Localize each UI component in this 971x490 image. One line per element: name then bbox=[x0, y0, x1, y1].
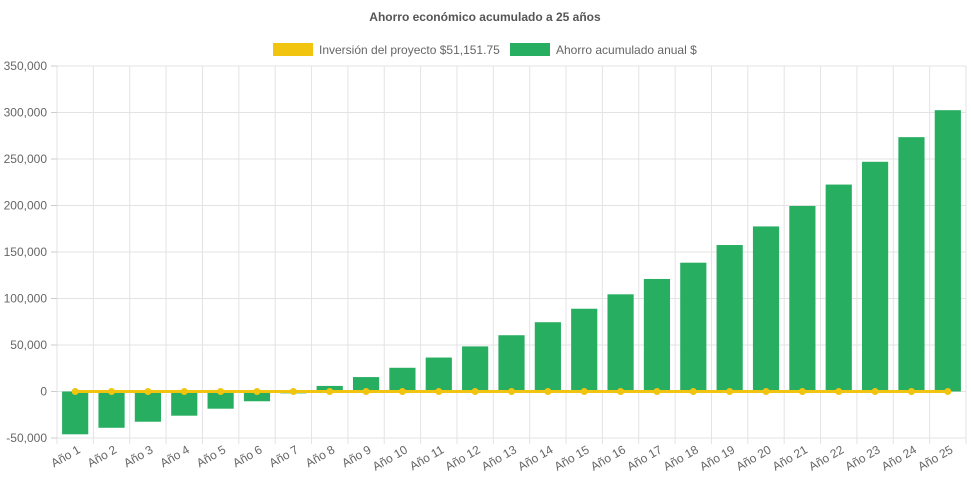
x-tick-label: Año 17 bbox=[624, 442, 664, 473]
x-tick-label: Año 1 bbox=[49, 442, 83, 470]
point-inversion[interactable] bbox=[871, 388, 879, 395]
point-inversion[interactable] bbox=[180, 388, 188, 395]
bar-series bbox=[62, 110, 961, 435]
x-tick-label: Año 8 bbox=[303, 442, 337, 470]
bar-ahorro[interactable] bbox=[98, 391, 125, 428]
x-axis: Año 1 Año 2 Año 3 Año 4 Año 5 Año 6 Año 7 Año 8… bbox=[49, 442, 956, 473]
x-tick-label: Año 16 bbox=[588, 442, 628, 473]
x-tick-label: Año 19 bbox=[697, 442, 737, 473]
point-inversion[interactable] bbox=[580, 388, 588, 395]
bar-ahorro[interactable] bbox=[134, 391, 161, 422]
x-tick-label: Año 10 bbox=[370, 442, 410, 473]
bar-ahorro[interactable] bbox=[389, 367, 416, 392]
x-tick-label: Año 3 bbox=[121, 442, 155, 470]
x-tick-label: Año 12 bbox=[443, 442, 483, 473]
bar-ahorro[interactable] bbox=[498, 335, 525, 392]
bar-ahorro[interactable] bbox=[825, 184, 852, 392]
x-tick-label: Año 20 bbox=[734, 442, 774, 473]
legend-swatch-inversion[interactable] bbox=[273, 43, 313, 56]
point-inversion[interactable] bbox=[944, 388, 952, 395]
bar-ahorro[interactable] bbox=[425, 357, 452, 392]
point-inversion[interactable] bbox=[689, 388, 697, 395]
y-tick-label: 250,000 bbox=[4, 152, 48, 166]
x-tick-label: Año 4 bbox=[158, 442, 192, 470]
bar-ahorro[interactable] bbox=[207, 391, 234, 409]
y-axis: -50,000 0 50,000 100,000 150,000 200,000 250,0… bbox=[4, 59, 57, 445]
bar-ahorro[interactable] bbox=[643, 278, 671, 392]
y-tick-label: 50,000 bbox=[10, 338, 47, 352]
line-series bbox=[71, 388, 952, 395]
y-tick-label: 300,000 bbox=[4, 106, 48, 120]
y-tick-label: 200,000 bbox=[4, 199, 48, 213]
point-inversion[interactable] bbox=[508, 388, 515, 395]
point-inversion[interactable] bbox=[326, 388, 334, 395]
x-tick-label: Año 7 bbox=[267, 442, 301, 470]
y-tick-label: 100,000 bbox=[4, 292, 48, 306]
bar-ahorro[interactable] bbox=[898, 137, 925, 392]
y-tick-label: 350,000 bbox=[4, 59, 48, 73]
bar-ahorro[interactable] bbox=[789, 205, 816, 392]
x-tick-label: Año 22 bbox=[806, 442, 846, 473]
legend-label-inversion[interactable]: Inversión del proyecto $51,151.75 bbox=[319, 43, 500, 57]
point-inversion[interactable] bbox=[108, 388, 116, 395]
bar-ahorro[interactable] bbox=[680, 262, 707, 392]
point-inversion[interactable] bbox=[435, 388, 443, 395]
y-tick-label: 150,000 bbox=[4, 245, 48, 259]
x-tick-label: Año 23 bbox=[843, 442, 883, 473]
point-inversion[interactable] bbox=[144, 388, 152, 395]
bar-ahorro[interactable] bbox=[607, 294, 634, 392]
bar-ahorro[interactable] bbox=[716, 245, 743, 392]
x-tick-label: Año 18 bbox=[661, 442, 701, 473]
point-inversion[interactable] bbox=[726, 388, 734, 395]
point-inversion[interactable] bbox=[398, 388, 406, 395]
x-tick-label: Año 2 bbox=[85, 442, 119, 470]
bar-ahorro[interactable] bbox=[934, 110, 961, 392]
legend-swatch-ahorro[interactable] bbox=[510, 43, 550, 56]
bar-ahorro[interactable] bbox=[171, 391, 198, 416]
point-inversion[interactable] bbox=[362, 388, 370, 395]
bar-ahorro[interactable] bbox=[352, 377, 380, 392]
bar-ahorro[interactable] bbox=[571, 308, 598, 392]
x-tick-label: Año 11 bbox=[407, 442, 446, 473]
point-inversion[interactable] bbox=[798, 388, 806, 395]
x-tick-label: Año 6 bbox=[230, 442, 264, 470]
point-inversion[interactable] bbox=[544, 388, 552, 395]
point-inversion[interactable] bbox=[71, 388, 79, 395]
legend: Inversión del proyecto $51,151.75 Ahorro… bbox=[273, 43, 697, 57]
x-tick-label: Año 21 bbox=[770, 442, 810, 473]
bar-ahorro[interactable] bbox=[62, 391, 89, 435]
x-tick-label: Año 25 bbox=[915, 442, 955, 473]
point-inversion[interactable] bbox=[653, 388, 661, 395]
point-inversion[interactable] bbox=[253, 388, 261, 395]
x-tick-label: Año 13 bbox=[479, 442, 519, 473]
x-tick-label: Año 15 bbox=[552, 442, 592, 473]
bar-ahorro[interactable] bbox=[534, 322, 561, 392]
bar-ahorro[interactable] bbox=[243, 391, 271, 402]
bar-ahorro[interactable] bbox=[862, 161, 889, 392]
point-inversion[interactable] bbox=[762, 388, 770, 395]
chart-title: Ahorro económico acumulado a 25 años bbox=[369, 10, 601, 24]
bar-ahorro[interactable] bbox=[752, 226, 780, 392]
grid bbox=[56, 65, 967, 444]
point-inversion[interactable] bbox=[907, 388, 915, 395]
point-inversion[interactable] bbox=[471, 388, 479, 395]
point-inversion[interactable] bbox=[835, 388, 843, 395]
point-inversion[interactable] bbox=[617, 388, 625, 395]
y-tick-label: 0 bbox=[40, 385, 47, 399]
bar-ahorro[interactable] bbox=[462, 346, 489, 392]
x-tick-label: Año 14 bbox=[515, 442, 555, 473]
point-inversion[interactable] bbox=[289, 388, 297, 395]
legend-label-ahorro[interactable]: Ahorro acumulado anual $ bbox=[556, 43, 697, 57]
x-tick-label: Año 9 bbox=[339, 442, 373, 470]
x-tick-label: Año 5 bbox=[194, 442, 228, 470]
y-tick-label: -50,000 bbox=[6, 431, 47, 445]
point-inversion[interactable] bbox=[217, 388, 225, 395]
x-tick-label: Año 24 bbox=[879, 442, 919, 473]
